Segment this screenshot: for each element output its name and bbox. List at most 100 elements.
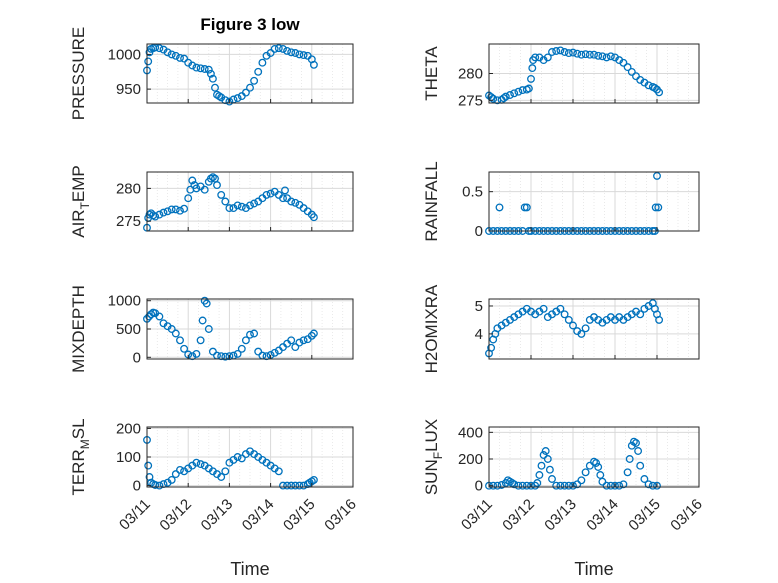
data-point bbox=[514, 481, 523, 490]
data-point bbox=[283, 481, 292, 490]
data-point bbox=[254, 347, 263, 356]
data-point bbox=[585, 461, 594, 470]
panel-terr_msl: 0 100 200 03/11 03/12 03/13 03/14 03/15 03/16 Tim… bbox=[69, 418, 360, 579]
data-point bbox=[287, 336, 296, 345]
data-point bbox=[202, 299, 211, 308]
data-point bbox=[640, 475, 649, 483]
x-tick-label: 03/16 bbox=[321, 496, 360, 535]
data-point bbox=[171, 329, 180, 338]
x-axis-label: Time bbox=[574, 559, 613, 579]
data-point bbox=[493, 481, 502, 490]
data-point bbox=[644, 480, 653, 489]
data-point bbox=[262, 352, 271, 361]
data-point bbox=[606, 481, 615, 490]
y-tick-label: 400 bbox=[458, 424, 483, 441]
data-point bbox=[266, 49, 275, 57]
data-point bbox=[569, 321, 577, 330]
data-point bbox=[217, 190, 226, 199]
data-point bbox=[499, 94, 508, 103]
data-point bbox=[196, 336, 205, 345]
data-point bbox=[581, 50, 590, 59]
data-point bbox=[602, 53, 611, 62]
data-point bbox=[596, 471, 605, 479]
data-point bbox=[180, 344, 189, 353]
panel-h2omixra: 4 5 H2OMIXRA bbox=[422, 284, 700, 373]
panel-mixdepth: 0 500 1000 MIXDEPTH bbox=[69, 285, 354, 373]
data-point bbox=[266, 189, 275, 198]
data-point bbox=[510, 480, 519, 489]
data-point bbox=[533, 479, 542, 487]
data-point bbox=[636, 310, 645, 319]
data-point bbox=[619, 480, 628, 489]
data-point bbox=[287, 48, 296, 57]
data-point bbox=[556, 481, 565, 490]
data-point bbox=[295, 338, 304, 347]
data-point bbox=[543, 53, 552, 62]
data-point bbox=[299, 336, 308, 345]
y-tick-label: 275 bbox=[458, 92, 483, 109]
data-point bbox=[632, 439, 640, 447]
data-point bbox=[556, 304, 565, 313]
data-point bbox=[528, 64, 537, 73]
data-point bbox=[309, 60, 318, 69]
data-point bbox=[188, 352, 197, 361]
data-point bbox=[307, 331, 316, 340]
chart-title: Figure 3 low bbox=[200, 15, 300, 34]
data-point bbox=[237, 454, 246, 463]
data-point bbox=[636, 461, 645, 470]
data-point bbox=[176, 336, 184, 345]
data-point bbox=[213, 181, 221, 190]
data-point bbox=[518, 481, 527, 490]
data-point bbox=[151, 481, 160, 489]
data-point bbox=[581, 324, 590, 333]
data-point bbox=[246, 83, 254, 92]
data-point bbox=[655, 315, 664, 324]
data-point bbox=[155, 481, 164, 490]
data-point bbox=[654, 203, 663, 212]
data-point bbox=[291, 481, 300, 490]
data-point bbox=[241, 88, 250, 97]
data-point bbox=[651, 203, 660, 212]
data-point bbox=[262, 190, 271, 199]
data-point bbox=[489, 94, 498, 103]
data-point bbox=[497, 481, 506, 489]
x-tick-label: 03/13 bbox=[198, 496, 237, 535]
data-point bbox=[653, 171, 661, 180]
data-point bbox=[246, 330, 254, 339]
axes-box bbox=[146, 43, 354, 104]
data-point bbox=[287, 197, 296, 206]
data-point bbox=[192, 184, 201, 193]
data-point bbox=[221, 197, 230, 206]
data-point bbox=[577, 476, 586, 485]
data-point bbox=[233, 201, 242, 210]
data-point bbox=[495, 203, 504, 212]
data-point bbox=[283, 46, 292, 55]
data-point bbox=[180, 204, 189, 213]
data-point bbox=[171, 205, 180, 214]
axes-box bbox=[488, 171, 700, 232]
y-tick-label: 5 bbox=[475, 298, 483, 315]
y-axis-label: SUNFLUX bbox=[422, 419, 445, 495]
data-point bbox=[206, 69, 215, 78]
data-point bbox=[590, 50, 598, 59]
data-point bbox=[545, 465, 554, 474]
y-tick-label: 275 bbox=[116, 213, 141, 230]
data-point bbox=[167, 50, 176, 59]
data-point bbox=[237, 344, 246, 353]
data-point bbox=[295, 50, 304, 59]
y-axis-label: TERRMSL bbox=[69, 418, 92, 495]
x-tick-label: 03/15 bbox=[280, 496, 319, 535]
y-tick-label: 200 bbox=[116, 420, 141, 437]
y-tick-label: 0.5 bbox=[462, 184, 483, 201]
data-point bbox=[560, 48, 569, 56]
x-tick-label: 03/12 bbox=[156, 496, 195, 535]
data-point bbox=[258, 58, 267, 67]
panel-theta: 275 280 THETA bbox=[422, 43, 700, 109]
data-point bbox=[650, 84, 659, 92]
y-tick-label: 280 bbox=[458, 66, 483, 83]
data-point bbox=[225, 352, 234, 361]
x-tick-label: 03/15 bbox=[625, 496, 664, 535]
data-point bbox=[569, 48, 577, 57]
data-point bbox=[211, 83, 219, 92]
